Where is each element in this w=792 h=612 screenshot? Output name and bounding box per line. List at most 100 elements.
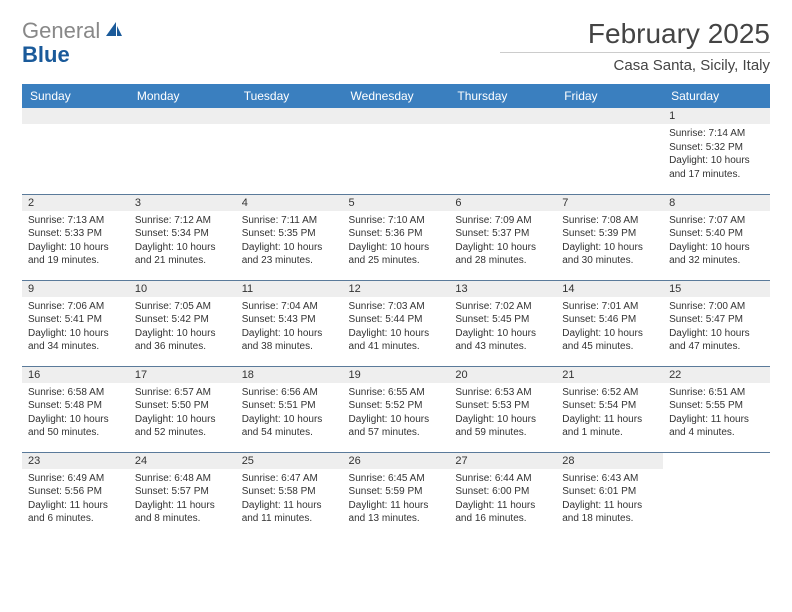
day-number: 12 xyxy=(343,281,450,297)
day-details: Sunrise: 6:51 AMSunset: 5:55 PMDaylight:… xyxy=(663,383,770,443)
weekday-header: Sunday xyxy=(22,84,129,108)
weekday-header: Wednesday xyxy=(343,84,450,108)
day-number: 6 xyxy=(449,195,556,211)
day-number: 13 xyxy=(449,281,556,297)
calendar-cell: 25Sunrise: 6:47 AMSunset: 5:58 PMDayligh… xyxy=(236,452,343,538)
calendar-table: SundayMondayTuesdayWednesdayThursdayFrid… xyxy=(22,84,770,538)
day-details: Sunrise: 7:01 AMSunset: 5:46 PMDaylight:… xyxy=(556,297,663,357)
day-number: 18 xyxy=(236,367,343,383)
calendar-cell: 10Sunrise: 7:05 AMSunset: 5:42 PMDayligh… xyxy=(129,280,236,366)
title-block: February 2025 Casa Santa, Sicily, Italy xyxy=(500,18,770,74)
empty-daynum xyxy=(556,108,663,124)
day-number: 5 xyxy=(343,195,450,211)
empty-daynum xyxy=(343,108,450,124)
day-number: 3 xyxy=(129,195,236,211)
calendar-header-row: SundayMondayTuesdayWednesdayThursdayFrid… xyxy=(22,84,770,108)
day-number: 21 xyxy=(556,367,663,383)
day-number: 20 xyxy=(449,367,556,383)
calendar-cell xyxy=(449,108,556,194)
day-number: 4 xyxy=(236,195,343,211)
day-details: Sunrise: 7:13 AMSunset: 5:33 PMDaylight:… xyxy=(22,211,129,271)
logo: General xyxy=(22,18,126,44)
calendar-cell: 8Sunrise: 7:07 AMSunset: 5:40 PMDaylight… xyxy=(663,194,770,280)
empty-daynum xyxy=(22,108,129,124)
day-number: 23 xyxy=(22,453,129,469)
weekday-header: Thursday xyxy=(449,84,556,108)
day-details: Sunrise: 6:55 AMSunset: 5:52 PMDaylight:… xyxy=(343,383,450,443)
month-title: February 2025 xyxy=(500,18,770,50)
calendar-cell: 14Sunrise: 7:01 AMSunset: 5:46 PMDayligh… xyxy=(556,280,663,366)
calendar-cell: 11Sunrise: 7:04 AMSunset: 5:43 PMDayligh… xyxy=(236,280,343,366)
calendar-cell: 22Sunrise: 6:51 AMSunset: 5:55 PMDayligh… xyxy=(663,366,770,452)
weekday-header: Monday xyxy=(129,84,236,108)
calendar-cell xyxy=(556,108,663,194)
calendar-cell: 3Sunrise: 7:12 AMSunset: 5:34 PMDaylight… xyxy=(129,194,236,280)
calendar-cell: 18Sunrise: 6:56 AMSunset: 5:51 PMDayligh… xyxy=(236,366,343,452)
day-details: Sunrise: 6:57 AMSunset: 5:50 PMDaylight:… xyxy=(129,383,236,443)
weekday-header: Tuesday xyxy=(236,84,343,108)
day-number: 26 xyxy=(343,453,450,469)
day-details: Sunrise: 7:03 AMSunset: 5:44 PMDaylight:… xyxy=(343,297,450,357)
day-details: Sunrise: 7:08 AMSunset: 5:39 PMDaylight:… xyxy=(556,211,663,271)
day-details: Sunrise: 7:02 AMSunset: 5:45 PMDaylight:… xyxy=(449,297,556,357)
day-details: Sunrise: 7:10 AMSunset: 5:36 PMDaylight:… xyxy=(343,211,450,271)
calendar-cell: 15Sunrise: 7:00 AMSunset: 5:47 PMDayligh… xyxy=(663,280,770,366)
day-details: Sunrise: 7:04 AMSunset: 5:43 PMDaylight:… xyxy=(236,297,343,357)
empty-daynum xyxy=(129,108,236,124)
calendar-cell xyxy=(236,108,343,194)
weekday-header: Friday xyxy=(556,84,663,108)
day-details: Sunrise: 7:14 AMSunset: 5:32 PMDaylight:… xyxy=(663,124,770,184)
day-number: 14 xyxy=(556,281,663,297)
day-number: 22 xyxy=(663,367,770,383)
day-number: 24 xyxy=(129,453,236,469)
day-number: 16 xyxy=(22,367,129,383)
day-details: Sunrise: 7:11 AMSunset: 5:35 PMDaylight:… xyxy=(236,211,343,271)
day-details: Sunrise: 7:07 AMSunset: 5:40 PMDaylight:… xyxy=(663,211,770,271)
day-details: Sunrise: 6:56 AMSunset: 5:51 PMDaylight:… xyxy=(236,383,343,443)
calendar-cell xyxy=(343,108,450,194)
calendar-cell xyxy=(22,108,129,194)
calendar-cell: 21Sunrise: 6:52 AMSunset: 5:54 PMDayligh… xyxy=(556,366,663,452)
calendar-cell: 26Sunrise: 6:45 AMSunset: 5:59 PMDayligh… xyxy=(343,452,450,538)
calendar-cell: 5Sunrise: 7:10 AMSunset: 5:36 PMDaylight… xyxy=(343,194,450,280)
day-number: 27 xyxy=(449,453,556,469)
calendar-cell: 6Sunrise: 7:09 AMSunset: 5:37 PMDaylight… xyxy=(449,194,556,280)
empty-daynum xyxy=(449,108,556,124)
calendar-cell xyxy=(663,452,770,538)
day-details: Sunrise: 6:52 AMSunset: 5:54 PMDaylight:… xyxy=(556,383,663,443)
logo-text-grey: General xyxy=(22,18,100,44)
calendar-body: 1Sunrise: 7:14 AMSunset: 5:32 PMDaylight… xyxy=(22,108,770,538)
weekday-header: Saturday xyxy=(663,84,770,108)
calendar-cell: 9Sunrise: 7:06 AMSunset: 5:41 PMDaylight… xyxy=(22,280,129,366)
day-number: 19 xyxy=(343,367,450,383)
day-number: 15 xyxy=(663,281,770,297)
day-details: Sunrise: 7:05 AMSunset: 5:42 PMDaylight:… xyxy=(129,297,236,357)
calendar-cell: 12Sunrise: 7:03 AMSunset: 5:44 PMDayligh… xyxy=(343,280,450,366)
day-details: Sunrise: 6:53 AMSunset: 5:53 PMDaylight:… xyxy=(449,383,556,443)
day-number: 1 xyxy=(663,108,770,124)
calendar-cell: 20Sunrise: 6:53 AMSunset: 5:53 PMDayligh… xyxy=(449,366,556,452)
day-details: Sunrise: 7:06 AMSunset: 5:41 PMDaylight:… xyxy=(22,297,129,357)
calendar-cell: 2Sunrise: 7:13 AMSunset: 5:33 PMDaylight… xyxy=(22,194,129,280)
day-number: 2 xyxy=(22,195,129,211)
day-details: Sunrise: 6:47 AMSunset: 5:58 PMDaylight:… xyxy=(236,469,343,529)
location-label: Casa Santa, Sicily, Italy xyxy=(500,57,770,74)
day-number: 17 xyxy=(129,367,236,383)
calendar-cell: 17Sunrise: 6:57 AMSunset: 5:50 PMDayligh… xyxy=(129,366,236,452)
day-details: Sunrise: 6:44 AMSunset: 6:00 PMDaylight:… xyxy=(449,469,556,529)
calendar-cell: 23Sunrise: 6:49 AMSunset: 5:56 PMDayligh… xyxy=(22,452,129,538)
calendar-cell xyxy=(129,108,236,194)
day-details: Sunrise: 6:45 AMSunset: 5:59 PMDaylight:… xyxy=(343,469,450,529)
day-number: 28 xyxy=(556,453,663,469)
day-details: Sunrise: 7:12 AMSunset: 5:34 PMDaylight:… xyxy=(129,211,236,271)
calendar-cell: 1Sunrise: 7:14 AMSunset: 5:32 PMDaylight… xyxy=(663,108,770,194)
day-number: 10 xyxy=(129,281,236,297)
day-number: 7 xyxy=(556,195,663,211)
day-number: 25 xyxy=(236,453,343,469)
calendar-cell: 7Sunrise: 7:08 AMSunset: 5:39 PMDaylight… xyxy=(556,194,663,280)
calendar-cell: 13Sunrise: 7:02 AMSunset: 5:45 PMDayligh… xyxy=(449,280,556,366)
header: General February 2025 Casa Santa, Sicily… xyxy=(22,18,770,74)
calendar-cell: 28Sunrise: 6:43 AMSunset: 6:01 PMDayligh… xyxy=(556,452,663,538)
day-details: Sunrise: 6:49 AMSunset: 5:56 PMDaylight:… xyxy=(22,469,129,529)
empty-daynum xyxy=(236,108,343,124)
